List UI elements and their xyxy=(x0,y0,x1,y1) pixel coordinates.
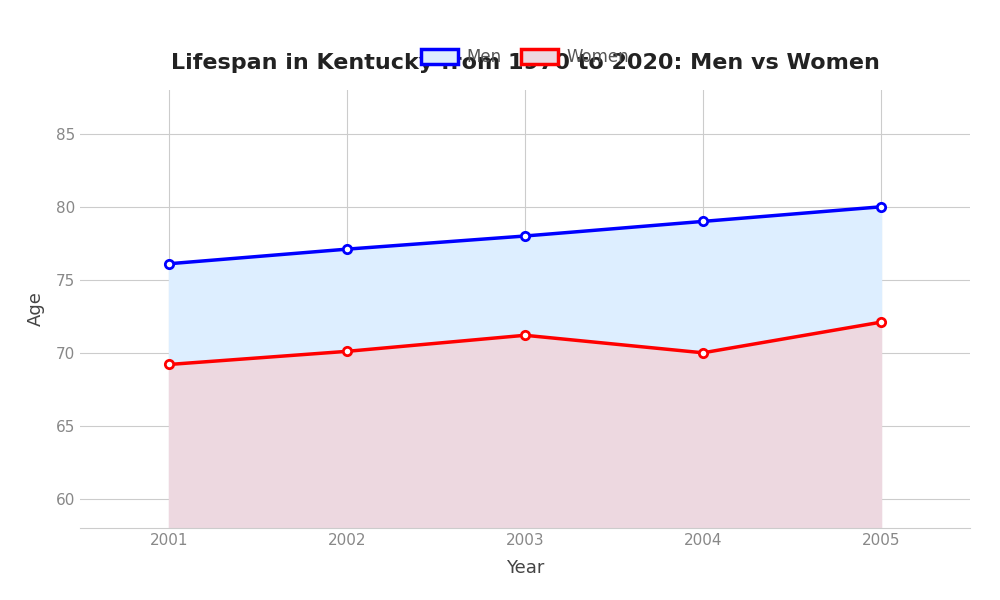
Y-axis label: Age: Age xyxy=(27,292,45,326)
Title: Lifespan in Kentucky from 1970 to 2020: Men vs Women: Lifespan in Kentucky from 1970 to 2020: … xyxy=(171,53,879,73)
Legend: Men, Women: Men, Women xyxy=(414,41,636,73)
X-axis label: Year: Year xyxy=(506,559,544,577)
